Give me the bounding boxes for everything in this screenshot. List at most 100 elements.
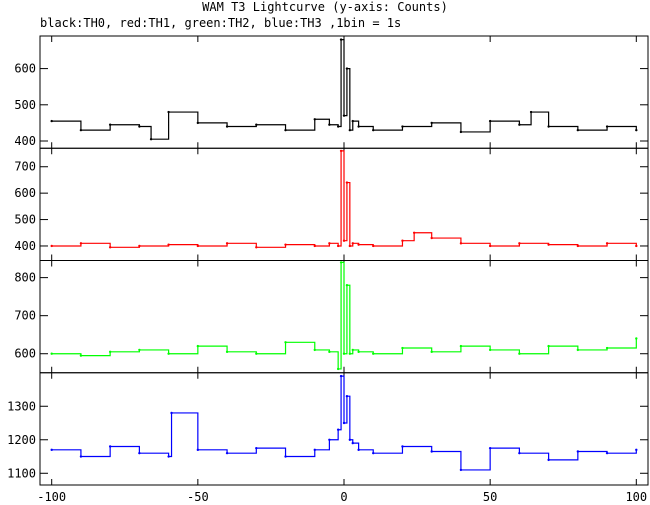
data-point-TH2 <box>351 348 354 352</box>
data-point-TH2 <box>372 352 375 355</box>
x-tick-label: 100 <box>625 490 647 504</box>
data-point-TH0 <box>488 119 492 123</box>
data-point-TH3 <box>255 446 258 450</box>
data-point-TH0 <box>351 119 354 123</box>
y-tick-label: 600 <box>14 186 36 200</box>
data-point-TH3 <box>345 395 349 398</box>
data-point-TH2 <box>255 352 258 355</box>
data-point-TH2 <box>345 284 349 287</box>
data-point-TH0 <box>459 130 463 134</box>
data-point-TH1 <box>225 242 229 245</box>
data-point-TH0 <box>225 125 229 128</box>
data-point-TH2 <box>576 348 580 352</box>
data-point-TH2 <box>342 352 346 355</box>
data-point-TH2 <box>328 350 331 354</box>
data-point-TH3 <box>138 451 141 455</box>
data-point-TH3 <box>459 468 463 472</box>
data-point-TH0 <box>357 125 360 128</box>
data-point-TH2 <box>313 348 316 352</box>
data-point-TH0 <box>372 128 375 132</box>
data-point-TH1 <box>412 231 416 234</box>
data-point-TH0 <box>196 121 200 125</box>
data-point-TH2 <box>459 344 463 348</box>
data-point-TH0 <box>328 123 331 126</box>
data-point-TH3 <box>605 451 609 455</box>
data-point-TH0 <box>430 121 433 125</box>
data-point-TH1 <box>79 242 83 245</box>
data-point-TH0 <box>401 125 404 128</box>
data-point-TH0 <box>605 125 609 128</box>
data-point-TH3 <box>313 448 316 452</box>
data-point-TH3 <box>430 450 433 453</box>
data-point-TH3 <box>225 451 229 455</box>
series-line-TH2 <box>51 261 637 370</box>
data-point-TH0 <box>79 128 83 132</box>
data-point-TH1 <box>255 246 258 249</box>
y-tick-label: 400 <box>14 134 36 148</box>
data-point-TH3 <box>108 445 112 448</box>
data-point-TH2 <box>167 352 170 355</box>
data-point-TH2 <box>547 344 550 348</box>
data-point-TH1 <box>351 242 354 245</box>
data-point-TH0 <box>547 125 550 128</box>
data-point-TH2 <box>79 354 83 357</box>
data-point-TH2 <box>284 341 287 344</box>
data-point-TH1 <box>518 242 521 245</box>
data-point-TH0 <box>635 128 638 132</box>
data-point-TH2 <box>635 337 638 340</box>
data-point-TH0 <box>518 123 521 126</box>
data-point-TH1 <box>348 244 352 248</box>
data-point-TH3 <box>284 455 287 458</box>
data-point-TH2 <box>196 344 200 348</box>
data-point-TH0 <box>255 123 258 126</box>
data-point-TH0 <box>348 128 352 132</box>
data-point-TH3 <box>518 451 521 455</box>
data-point-TH0 <box>529 110 533 114</box>
data-point-TH3 <box>372 451 375 455</box>
data-point-TH0 <box>313 118 316 121</box>
data-point-TH3 <box>342 421 346 425</box>
data-point-TH2 <box>348 352 352 355</box>
data-point-TH1 <box>345 181 349 184</box>
data-point-TH0 <box>284 128 287 132</box>
data-point-TH0 <box>167 110 170 114</box>
data-point-TH3 <box>357 448 360 452</box>
data-point-TH1 <box>50 244 53 248</box>
data-point-TH0 <box>108 123 112 126</box>
y-tick-label: 700 <box>14 309 36 323</box>
data-point-TH1 <box>372 244 375 248</box>
data-point-TH2 <box>339 261 343 264</box>
data-point-TH2 <box>357 350 360 354</box>
y-tick-label: 400 <box>14 239 36 253</box>
chart-subtitle: black:TH0, red:TH1, green:TH2, blue:TH3 … <box>40 16 402 30</box>
data-point-TH3 <box>196 448 200 452</box>
data-point-TH1 <box>342 239 346 242</box>
data-point-TH0 <box>339 38 343 41</box>
data-point-TH3 <box>50 448 53 452</box>
data-point-TH3 <box>348 438 352 441</box>
data-point-TH1 <box>430 236 433 240</box>
data-point-TH1 <box>284 243 287 246</box>
y-tick-label: 600 <box>14 62 36 76</box>
data-point-TH2 <box>518 352 521 355</box>
y-tick-label: 500 <box>14 98 36 112</box>
data-point-TH1 <box>339 149 343 153</box>
data-point-TH1 <box>108 246 112 249</box>
data-point-TH2 <box>225 350 229 354</box>
x-tick-label: 0 <box>340 490 347 504</box>
data-point-TH1 <box>401 239 404 242</box>
data-point-TH1 <box>459 242 463 245</box>
data-point-TH0 <box>138 125 141 128</box>
data-point-TH1 <box>328 242 331 245</box>
data-point-TH2 <box>430 350 433 354</box>
data-point-TH2 <box>605 346 609 350</box>
data-point-TH3 <box>576 450 580 453</box>
data-point-TH1 <box>547 243 550 246</box>
x-tick-label: -50 <box>187 490 209 504</box>
data-point-TH0 <box>50 119 53 123</box>
data-point-TH0 <box>342 114 346 117</box>
y-tick-label: 600 <box>14 347 36 361</box>
data-point-TH3 <box>79 455 83 458</box>
data-point-TH2 <box>488 348 492 352</box>
